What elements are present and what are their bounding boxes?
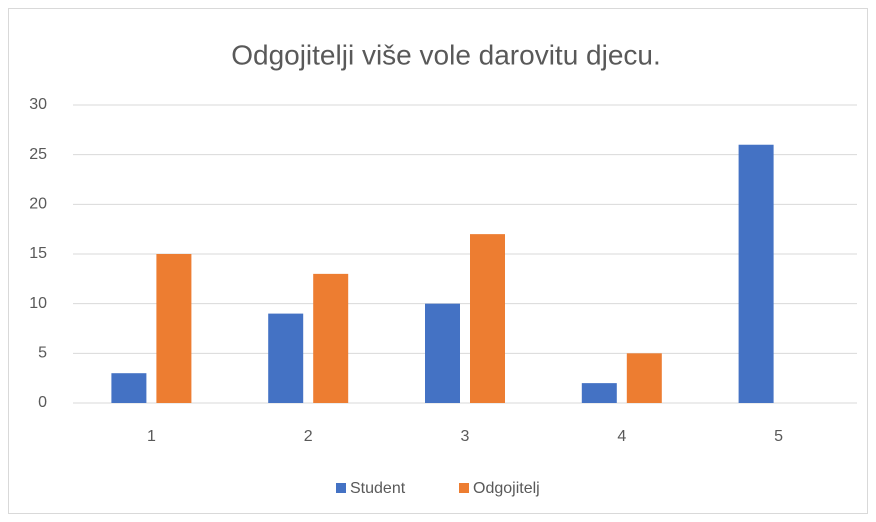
x-tick-label: 5 <box>774 428 783 445</box>
x-tick-label: 1 <box>147 428 156 445</box>
bar <box>268 313 304 403</box>
bar <box>111 373 147 403</box>
bar <box>470 234 505 403</box>
y-tick-label: 0 <box>38 394 47 411</box>
legend-label: Student <box>350 480 406 497</box>
x-tick-label: 2 <box>304 428 313 445</box>
chart-title: Odgojitelji više vole darovitu djecu. <box>231 39 661 70</box>
bar <box>626 353 662 403</box>
legend-swatch <box>336 483 346 493</box>
y-tick-label: 30 <box>29 96 47 113</box>
y-tick-label: 20 <box>29 196 47 213</box>
y-tick-label: 25 <box>29 146 47 163</box>
bar <box>425 303 460 403</box>
x-tick-label: 4 <box>617 428 626 445</box>
chart-frame <box>8 8 868 514</box>
bar <box>156 254 192 403</box>
y-tick-label: 15 <box>29 245 47 262</box>
legend-label: Odgojitelj <box>473 480 540 497</box>
bar <box>313 273 349 403</box>
y-tick-label: 10 <box>29 295 47 312</box>
x-tick-label: 3 <box>461 428 470 445</box>
legend-swatch <box>459 483 469 493</box>
bar <box>738 144 774 403</box>
bar <box>581 383 617 403</box>
y-tick-label: 5 <box>38 345 47 362</box>
